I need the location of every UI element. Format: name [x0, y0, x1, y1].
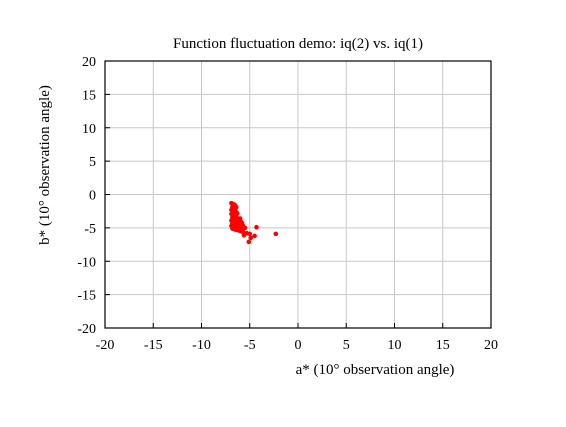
x-tick-label: 5 [343, 338, 350, 353]
y-tick-label: -20 [77, 322, 96, 337]
data-point [254, 224, 259, 230]
x-tick-label: -20 [96, 338, 115, 353]
y-tick-label: 10 [82, 122, 96, 137]
y-tick-label: 0 [89, 189, 96, 204]
chart-title: Function fluctuation demo: iq(2) vs. iq(… [173, 36, 423, 52]
x-axis-label: a* (10° observation angle) [296, 362, 455, 378]
data-point [247, 231, 253, 237]
x-tick-label: 20 [484, 338, 498, 353]
x-tick-label: 15 [436, 338, 450, 353]
data-point [252, 233, 257, 239]
y-tick-label: 5 [89, 155, 96, 170]
x-tick-label: 0 [295, 338, 302, 353]
x-tick-label: -5 [244, 338, 256, 353]
axis-ticks: -20 -15 -10 -5 0 5 10 15 20 20 15 10 5 0 -5 -10 -15 -20 [77, 55, 498, 353]
grid [105, 61, 491, 328]
data-point [273, 231, 279, 237]
x-tick-label: 10 [388, 338, 402, 353]
y-tick-label: -5 [84, 222, 96, 237]
y-tick-label: -10 [77, 255, 96, 270]
y-axis-label: b* (10° observation angle) [37, 85, 53, 245]
x-tick-label: -10 [192, 338, 211, 353]
data-point [246, 239, 252, 245]
data-point [242, 225, 248, 231]
data-point [241, 232, 247, 238]
y-tick-label: -15 [77, 289, 96, 304]
y-tick-label: 20 [82, 55, 96, 70]
x-tick-label: -15 [144, 338, 163, 353]
data-points [229, 200, 279, 245]
y-tick-label: 15 [82, 88, 96, 103]
data-point [248, 235, 254, 241]
